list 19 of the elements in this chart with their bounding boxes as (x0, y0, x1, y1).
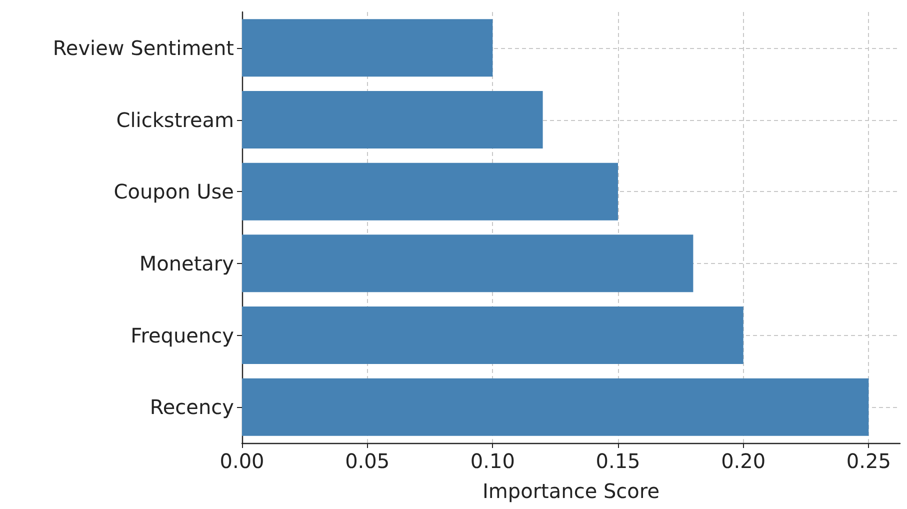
y-tick-label: Monetary (139, 251, 234, 276)
y-tick-label: Recency (150, 395, 234, 420)
y-tick-label: Clickstream (116, 108, 234, 132)
y-tick-label: Frequency (130, 323, 234, 348)
x-tick-label: 0.00 (220, 449, 264, 473)
bar (242, 234, 694, 292)
bar (242, 91, 543, 148)
x-tick-label: 0.05 (345, 449, 390, 473)
bar (242, 378, 869, 436)
y-tick-label: Review Sentiment (52, 36, 234, 60)
bar (242, 162, 618, 220)
x-tick-label: 0.25 (846, 449, 891, 473)
x-tick-label: 0.15 (596, 449, 640, 473)
y-tick-label: Coupon Use (114, 180, 234, 204)
x-tick-label: 0.20 (721, 449, 766, 473)
bar (242, 19, 493, 77)
bar (242, 306, 744, 364)
x-tick-label: 0.10 (470, 449, 515, 473)
x-axis-title: Importance Score (482, 479, 660, 503)
